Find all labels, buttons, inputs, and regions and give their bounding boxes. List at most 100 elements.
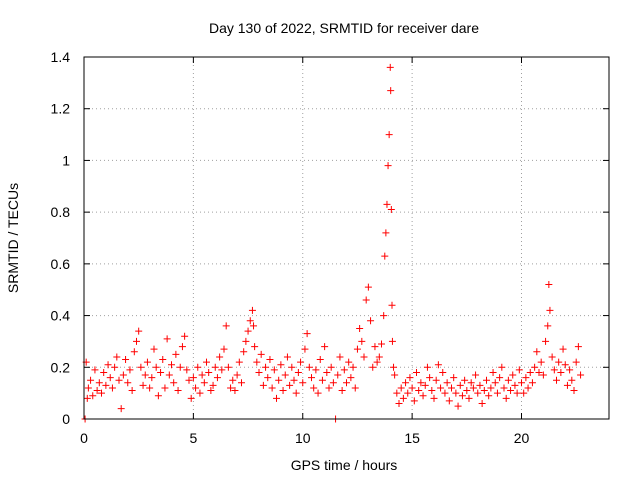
- y-axis-label: SRMTID / TECUs: [5, 183, 21, 293]
- data-point: [384, 162, 392, 170]
- data-point: [402, 379, 410, 387]
- data-point: [371, 343, 379, 351]
- data-point: [251, 343, 259, 351]
- data-point: [220, 345, 228, 353]
- data-point: [172, 350, 180, 358]
- data-point: [428, 387, 436, 395]
- y-tick-label: 0.6: [51, 256, 71, 272]
- data-point: [544, 322, 552, 330]
- data-point: [487, 384, 495, 392]
- data-point: [388, 337, 396, 345]
- data-point: [528, 379, 536, 387]
- data-point: [224, 363, 232, 371]
- data-point: [113, 353, 121, 361]
- data-point: [375, 353, 383, 361]
- data-point: [434, 361, 442, 369]
- data-point: [478, 399, 486, 407]
- data-point: [321, 343, 329, 351]
- data-point: [456, 381, 464, 389]
- x-tick-label: 10: [295, 430, 311, 446]
- data-point: [323, 368, 331, 376]
- data-point: [104, 361, 112, 369]
- data-point: [264, 374, 272, 382]
- data-point: [397, 384, 405, 392]
- y-tick-label: 1.4: [51, 49, 71, 65]
- data-point: [496, 374, 504, 382]
- data-point: [382, 229, 390, 237]
- data-point: [450, 374, 458, 382]
- data-point: [262, 363, 270, 371]
- data-point: [181, 332, 189, 340]
- data-point: [574, 343, 582, 351]
- data-point: [299, 379, 307, 387]
- data-point: [174, 387, 182, 395]
- data-point: [546, 306, 554, 314]
- data-point: [373, 358, 381, 366]
- y-tick-label: 1.2: [51, 101, 71, 117]
- data-point: [340, 366, 348, 374]
- data-point: [480, 387, 488, 395]
- data-point: [489, 368, 497, 376]
- data-point: [168, 361, 175, 369]
- data-point: [115, 376, 123, 384]
- data-point: [437, 384, 445, 392]
- data-point: [483, 376, 490, 384]
- data-point: [178, 343, 186, 351]
- data-point: [504, 376, 512, 384]
- data-point: [150, 345, 158, 353]
- data-point: [122, 356, 130, 364]
- data-point: [141, 371, 149, 379]
- data-point: [387, 87, 395, 95]
- data-point: [246, 317, 254, 325]
- data-point: [102, 381, 110, 389]
- data-point: [452, 389, 460, 397]
- data-point: [522, 374, 530, 382]
- data-point: [170, 379, 178, 387]
- data-point: [98, 389, 105, 397]
- y-tick-label: 0.2: [51, 359, 71, 375]
- data-point: [520, 389, 528, 397]
- data-point: [577, 371, 585, 379]
- data-point: [381, 252, 389, 260]
- data-point: [386, 63, 394, 71]
- data-point: [222, 322, 230, 330]
- data-point: [390, 363, 398, 371]
- data-point: [255, 368, 263, 376]
- data-point: [194, 363, 202, 371]
- data-point: [550, 366, 558, 374]
- data-point: [124, 379, 132, 387]
- data-point: [570, 387, 578, 395]
- data-point: [518, 379, 525, 387]
- data-point: [500, 384, 508, 392]
- x-tick-label: 20: [514, 430, 530, 446]
- data-point: [185, 376, 193, 384]
- data-point: [275, 376, 283, 384]
- data-point: [493, 389, 501, 397]
- data-point: [338, 387, 346, 395]
- data-point: [183, 366, 191, 374]
- data-point: [187, 394, 195, 402]
- data-point: [266, 356, 274, 364]
- data-point: [87, 376, 95, 384]
- data-point: [410, 397, 418, 405]
- data-point: [216, 353, 224, 361]
- y-tick-label: 1: [62, 152, 70, 168]
- data-point: [458, 392, 466, 400]
- data-point: [154, 392, 162, 400]
- data-point: [432, 376, 440, 384]
- x-tick-label: 0: [80, 430, 88, 446]
- data-point: [417, 379, 425, 387]
- data-point: [159, 356, 167, 364]
- data-point: [305, 363, 313, 371]
- data-point: [139, 381, 147, 389]
- data-point: [303, 330, 311, 338]
- data-point: [176, 363, 184, 371]
- data-point: [476, 381, 484, 389]
- data-point: [485, 392, 493, 400]
- data-point: [327, 363, 335, 371]
- data-point: [325, 384, 333, 392]
- x-tick-label: 15: [404, 430, 420, 446]
- data-point: [133, 337, 140, 345]
- data-point: [277, 361, 285, 369]
- data-point: [548, 353, 556, 361]
